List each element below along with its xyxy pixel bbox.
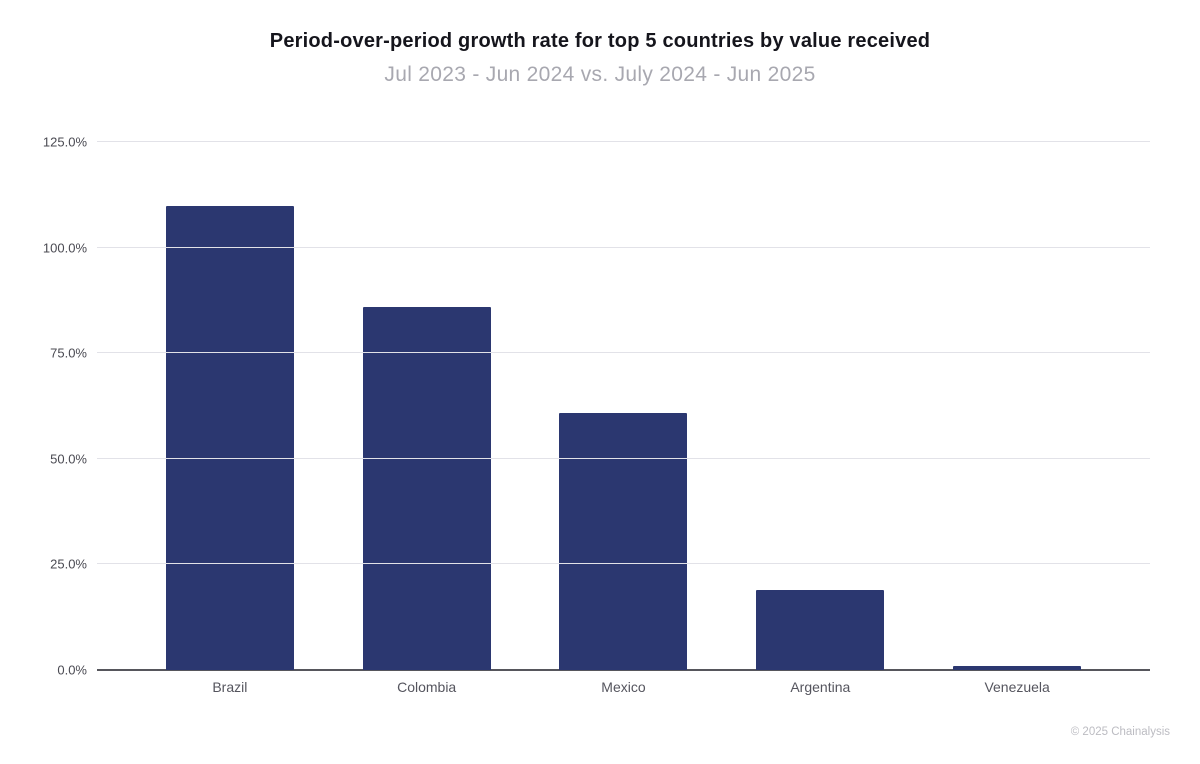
x-label-brazil: Brazil — [212, 679, 248, 695]
bar-venezuela — [953, 665, 1082, 670]
y-tick-label-75: 75.0% — [50, 345, 87, 361]
x-label-argentina: Argentina — [790, 679, 851, 695]
y-tick-label-125: 125.0% — [42, 134, 87, 150]
y-tick-label-100: 100.0% — [42, 240, 87, 256]
y-tick-label-25: 25.0% — [50, 556, 87, 572]
gridline-25 — [97, 563, 1150, 565]
gridline-125 — [97, 141, 1150, 143]
chart-subtitle: Jul 2023 - Jun 2024 vs. July 2024 - Jun … — [384, 63, 816, 86]
plot-area: Brazil Colombia Mexico Argentina Venezuela 0… — [43, 120, 1150, 695]
x-label-colombia: Colombia — [397, 679, 457, 695]
x-label-venezuela: Venezuela — [984, 679, 1050, 695]
bar-argentina — [756, 589, 885, 670]
chart-title: Period-over-period growth rate for top 5… — [269, 30, 931, 52]
x-axis-labels: Brazil Colombia Mexico Argentina Venezuela — [97, 679, 1150, 695]
bar-brazil — [165, 205, 294, 670]
x-label-mexico: Mexico — [601, 679, 646, 695]
bars-row — [97, 120, 1150, 670]
gridline-100 — [97, 246, 1150, 248]
bar-mexico — [559, 412, 688, 670]
gridline-50 — [97, 457, 1150, 459]
copyright-credit: © 2025 Chainalysis — [1070, 726, 1170, 738]
y-tick-label-50: 50.0% — [50, 451, 87, 467]
y-tick-label-0: 0.0% — [57, 662, 87, 678]
gridline-75 — [97, 352, 1150, 354]
bar-colombia — [362, 307, 491, 670]
x-axis-line — [97, 669, 1150, 671]
